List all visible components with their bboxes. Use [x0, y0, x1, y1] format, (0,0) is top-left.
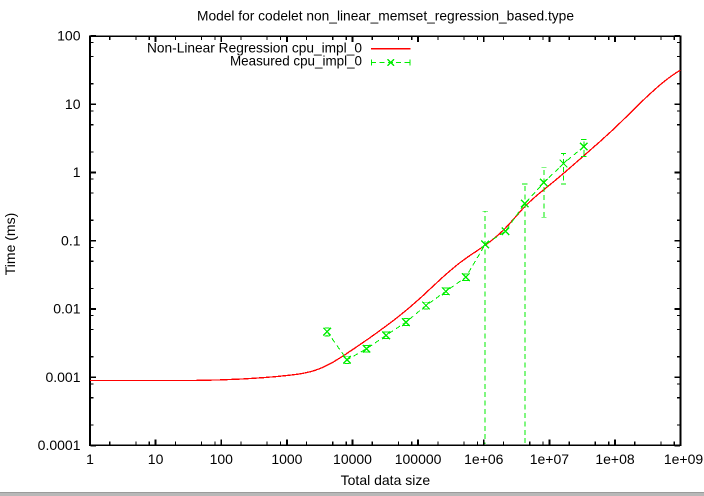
svg-text:0.1: 0.1 — [61, 232, 81, 248]
svg-text:0.0001: 0.0001 — [38, 437, 81, 453]
svg-text:100: 100 — [210, 451, 234, 467]
svg-text:Time (ms): Time (ms) — [2, 213, 18, 275]
svg-text:100000: 100000 — [395, 451, 442, 467]
svg-text:Non-Linear Regression cpu_impl: Non-Linear Regression cpu_impl_0 — [147, 40, 362, 56]
svg-text:10: 10 — [148, 451, 164, 467]
svg-text:10: 10 — [65, 96, 81, 112]
svg-text:0.01: 0.01 — [53, 301, 80, 317]
svg-text:1e+08: 1e+08 — [595, 451, 635, 467]
svg-text:1: 1 — [73, 164, 81, 180]
svg-text:1: 1 — [86, 451, 94, 467]
svg-text:10000: 10000 — [333, 451, 372, 467]
svg-text:0.001: 0.001 — [45, 369, 80, 385]
svg-text:100: 100 — [57, 28, 81, 44]
svg-text:Measured cpu_impl_0: Measured cpu_impl_0 — [230, 53, 362, 69]
svg-text:Total data size: Total data size — [341, 472, 431, 488]
svg-text:1000: 1000 — [271, 451, 302, 467]
svg-text:1e+06: 1e+06 — [464, 451, 504, 467]
svg-text:Model for codelet non_linear_m: Model for codelet non_linear_memset_regr… — [197, 7, 574, 23]
svg-text:1e+09: 1e+09 — [664, 451, 704, 467]
svg-text:1e+07: 1e+07 — [530, 451, 570, 467]
